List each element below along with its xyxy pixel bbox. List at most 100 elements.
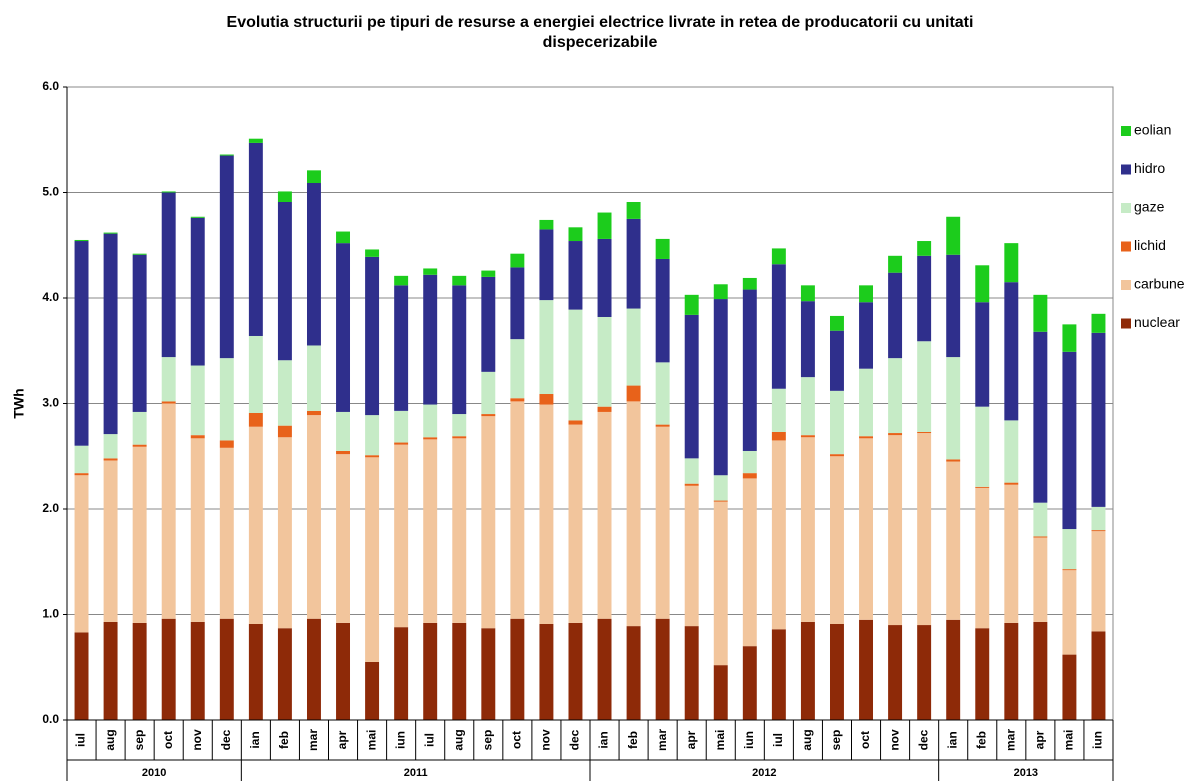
bar-segment — [917, 341, 932, 432]
bar-segment — [917, 241, 932, 256]
bar-segment — [771, 264, 786, 389]
bar-segment — [481, 416, 496, 629]
bar-segment — [1091, 631, 1106, 720]
bar-segment — [161, 357, 176, 402]
bar-segment — [1091, 332, 1106, 507]
x-tick-label: mar — [655, 729, 669, 751]
bar-segment — [306, 170, 321, 184]
y-tick-label: 6.0 — [42, 79, 59, 93]
x-tick-label: feb — [277, 731, 291, 749]
bar-segment — [684, 294, 699, 315]
bar-segment — [684, 485, 699, 627]
bar-segment — [568, 420, 583, 425]
x-tick-label: apr — [1033, 730, 1047, 749]
bar-segment — [394, 285, 409, 411]
bar-segment — [219, 155, 234, 359]
bar-segment — [684, 314, 699, 459]
bar-segment — [1004, 622, 1019, 720]
bar-segment — [365, 455, 380, 458]
bar-segment — [800, 285, 815, 302]
bar-segment — [336, 411, 351, 451]
bar-segment — [800, 435, 815, 438]
group-label: 2010 — [142, 767, 166, 779]
bar-segment — [161, 192, 176, 358]
bar-segment — [219, 440, 234, 448]
bar-segment — [626, 626, 641, 720]
bar-segment — [336, 622, 351, 720]
x-tick-label: sep — [132, 730, 146, 751]
bar-segment — [277, 191, 292, 202]
bar-segment — [946, 357, 961, 460]
bar-segment — [219, 618, 234, 720]
bar-segment — [539, 219, 554, 230]
bar-segment — [1033, 294, 1048, 332]
legend-label: carbune — [1134, 276, 1185, 292]
bar-segment — [452, 285, 467, 415]
group-label: 2013 — [1014, 767, 1038, 779]
bar-segment — [277, 360, 292, 426]
bar-segment — [742, 289, 757, 451]
bar-segment — [510, 339, 525, 399]
bar-segment — [1004, 420, 1019, 483]
bar-segment — [829, 330, 844, 391]
legend-label: eolian — [1134, 122, 1171, 138]
bar-segment — [365, 249, 380, 257]
legend-label: lichid — [1134, 237, 1166, 253]
bar-segment — [1004, 243, 1019, 283]
bar-segment — [103, 434, 118, 459]
bar-segment — [423, 439, 438, 623]
bar-segment — [219, 358, 234, 441]
bar-segment — [713, 501, 728, 666]
bar-segment — [103, 233, 118, 435]
bar-segment — [655, 238, 670, 259]
bar-segment — [306, 415, 321, 619]
bar-segment — [829, 456, 844, 624]
bar-segment — [1033, 621, 1048, 720]
y-axis-label: TWh — [11, 388, 27, 418]
bar-segment — [859, 302, 874, 369]
legend-swatch — [1121, 164, 1131, 175]
bar-segment — [510, 267, 525, 340]
bar-segment — [713, 299, 728, 476]
bar-segment — [888, 435, 903, 626]
bar-segment — [190, 217, 205, 366]
bar-segment — [1004, 484, 1019, 623]
bar-segment — [1091, 531, 1106, 632]
bar-segment — [1062, 324, 1077, 352]
bar-segment — [771, 440, 786, 630]
bar-segment — [452, 275, 467, 286]
y-tick-label: 3.0 — [42, 396, 59, 410]
bar-segment — [742, 646, 757, 720]
x-tick-label: iun — [742, 731, 756, 749]
x-tick-label: dec — [916, 729, 930, 750]
bar-segment — [655, 618, 670, 720]
bar-segment — [917, 431, 932, 434]
x-tick-label: ian — [945, 731, 959, 748]
y-tick-label: 5.0 — [42, 185, 59, 199]
bar-segment — [103, 232, 118, 234]
bar-segment — [248, 138, 263, 143]
x-tick-label: iul — [422, 733, 436, 747]
bar-segment — [219, 154, 234, 156]
bar-segment — [917, 433, 932, 626]
bar-segment — [1004, 282, 1019, 421]
bar-segment — [452, 438, 467, 623]
bar-segment — [452, 622, 467, 720]
bar-segment — [975, 487, 990, 629]
x-tick-label: aug — [800, 729, 814, 750]
bar-segment — [713, 475, 728, 501]
bar-segment — [771, 248, 786, 265]
x-tick-label: feb — [626, 731, 640, 749]
bar-segment — [597, 406, 612, 412]
bar-segment — [510, 398, 525, 402]
x-tick-label: apr — [335, 730, 349, 749]
bar-segment — [481, 276, 496, 372]
bar-segment — [626, 201, 641, 219]
bar-segment — [510, 401, 525, 619]
bar-segment — [394, 275, 409, 286]
bar-segment — [1033, 502, 1048, 537]
legend-label: gaze — [1134, 199, 1165, 215]
bar-segment — [74, 241, 89, 446]
x-tick-label: dec — [219, 729, 233, 750]
